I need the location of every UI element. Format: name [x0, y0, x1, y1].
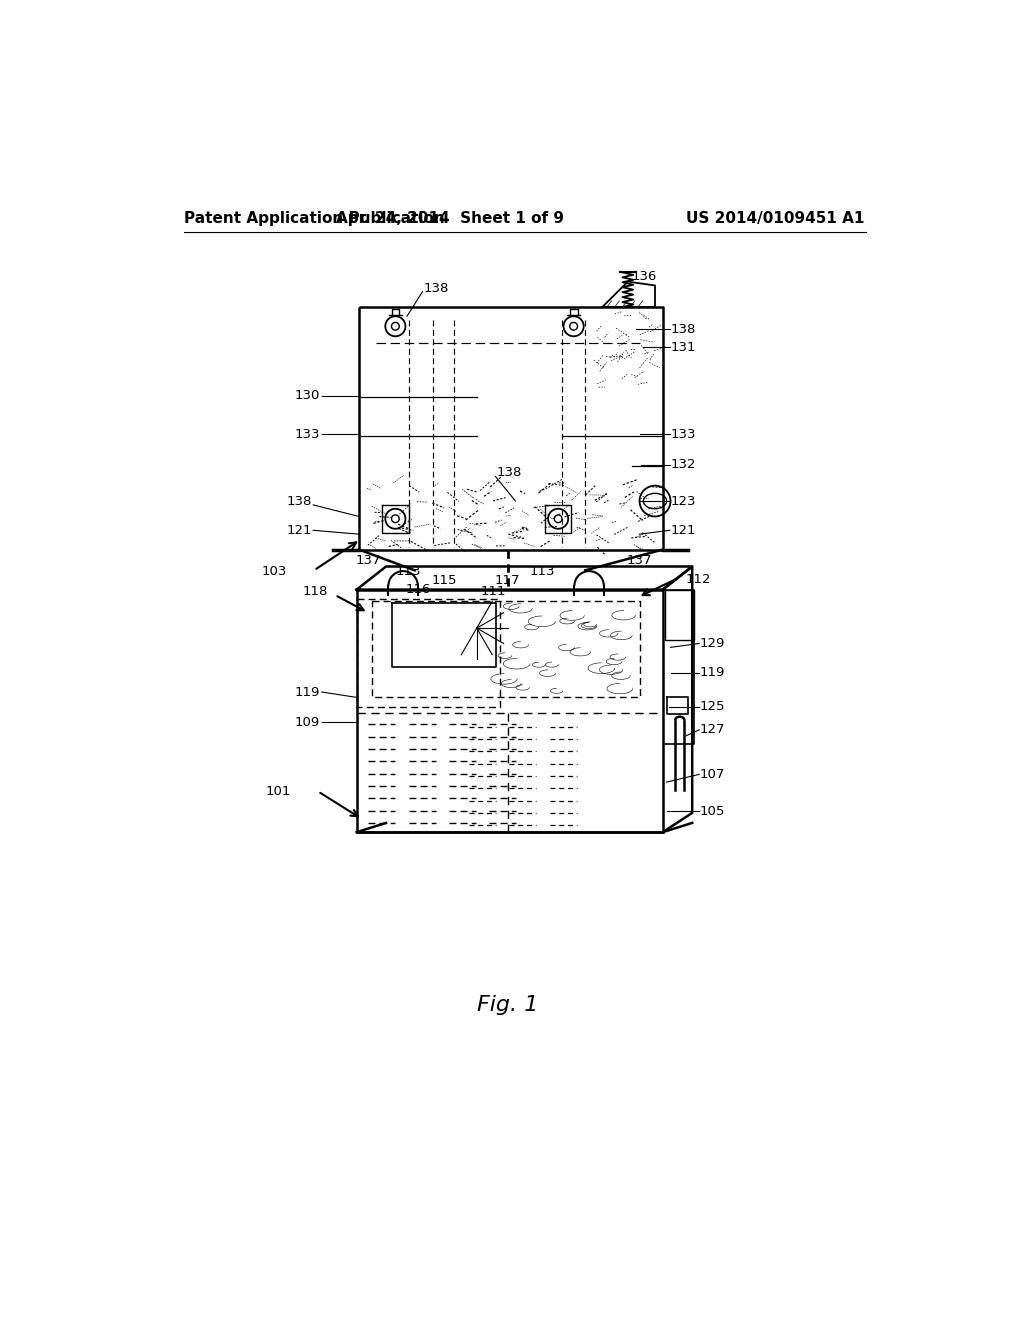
Text: US 2014/0109451 A1: US 2014/0109451 A1 [686, 211, 864, 226]
Text: 137: 137 [627, 554, 652, 566]
Text: 127: 127 [700, 723, 725, 737]
Text: 129: 129 [700, 638, 725, 649]
Text: 101: 101 [265, 785, 291, 797]
Text: 133: 133 [671, 428, 696, 441]
Text: 131: 131 [671, 341, 696, 354]
Text: 118: 118 [302, 585, 328, 598]
Text: 107: 107 [700, 768, 725, 781]
Text: 119: 119 [700, 667, 725, 680]
Text: 116: 116 [406, 583, 431, 597]
Text: 137: 137 [355, 554, 381, 566]
Text: 130: 130 [295, 389, 321, 403]
Text: 111: 111 [481, 585, 507, 598]
Text: 109: 109 [295, 715, 321, 729]
Text: Fig. 1: Fig. 1 [477, 995, 539, 1015]
Text: 121: 121 [671, 524, 696, 537]
Text: Patent Application Publication: Patent Application Publication [183, 211, 444, 226]
Text: 132: 132 [671, 458, 696, 471]
Text: 123: 123 [671, 495, 696, 508]
Text: 125: 125 [700, 700, 725, 713]
Text: 113: 113 [529, 565, 555, 578]
Text: Apr. 24, 2014  Sheet 1 of 9: Apr. 24, 2014 Sheet 1 of 9 [336, 211, 563, 226]
Text: 133: 133 [295, 428, 321, 441]
Text: 136: 136 [632, 269, 657, 282]
Text: 138: 138 [287, 495, 311, 508]
Text: 138: 138 [671, 323, 696, 335]
Text: 121: 121 [286, 524, 311, 537]
Text: 117: 117 [495, 574, 520, 587]
Text: 105: 105 [700, 805, 725, 818]
Text: 138: 138 [496, 466, 521, 479]
Text: 115: 115 [431, 574, 457, 587]
Text: 112: 112 [686, 573, 712, 586]
Text: 119: 119 [295, 685, 321, 698]
Text: 138: 138 [424, 282, 450, 296]
Text: 113: 113 [395, 565, 421, 578]
Text: 103: 103 [261, 565, 287, 578]
